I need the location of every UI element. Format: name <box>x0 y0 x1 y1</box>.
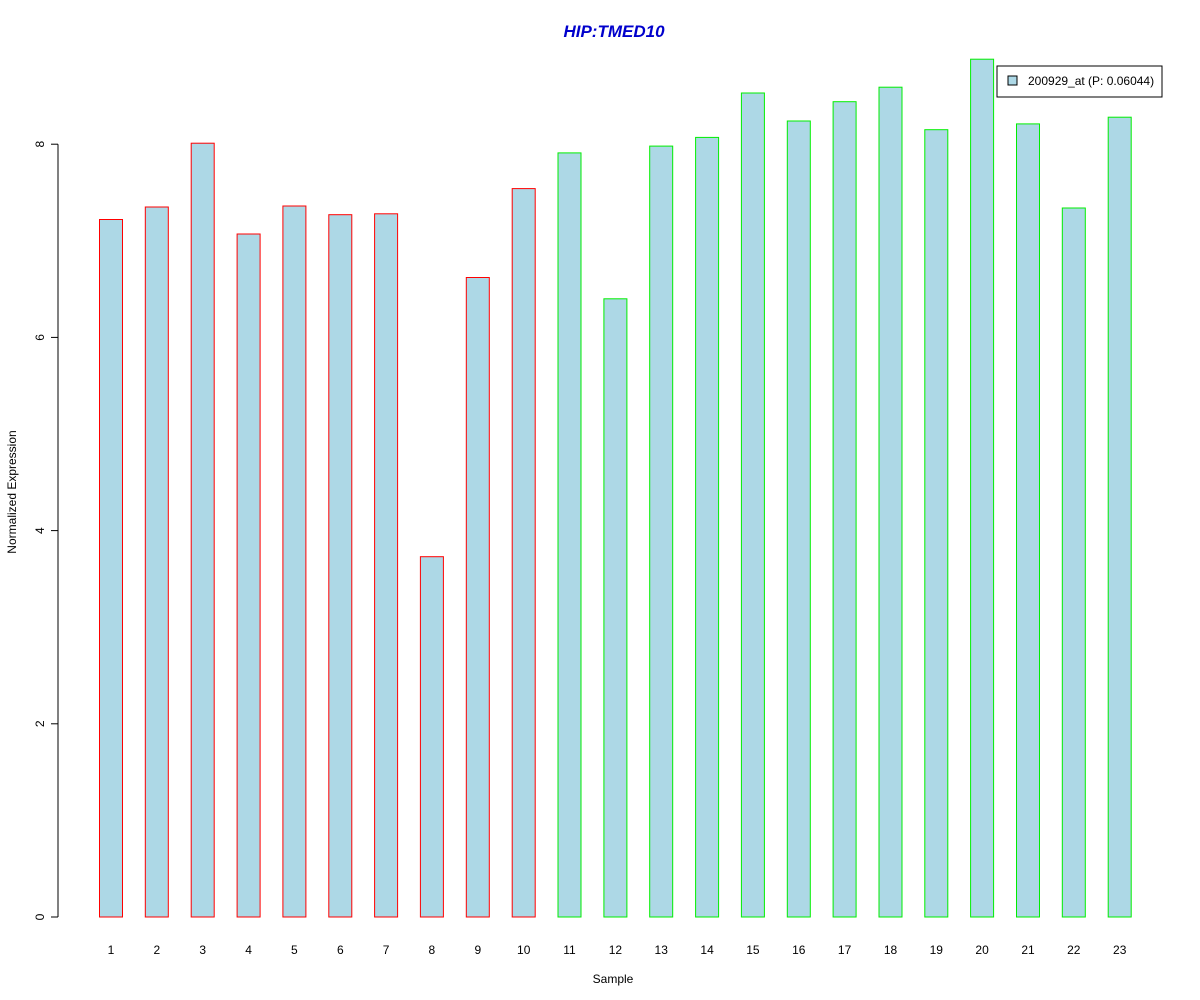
x-tick-label: 22 <box>1067 943 1081 957</box>
bar-sample-19 <box>924 129 949 918</box>
x-tick-label: 20 <box>975 943 989 957</box>
bar-sample-10 <box>511 188 536 918</box>
x-tick-label: 15 <box>746 943 760 957</box>
x-tick-label: 9 <box>474 943 481 957</box>
bar-sample-6 <box>328 214 353 918</box>
x-tick-label: 2 <box>153 943 160 957</box>
bar-sample-18 <box>878 86 903 918</box>
x-tick-label: 4 <box>245 943 252 957</box>
bar-sample-1 <box>99 219 123 918</box>
x-tick-label: 12 <box>609 943 623 957</box>
bar-sample-8 <box>419 556 444 918</box>
x-tick-label: 16 <box>792 943 806 957</box>
legend-swatch <box>1007 75 1018 86</box>
x-tick-label: 10 <box>517 943 531 957</box>
x-tick-label: 3 <box>199 943 206 957</box>
x-tick-label: 7 <box>383 943 390 957</box>
bar-sample-12 <box>603 298 628 918</box>
bar-sample-17 <box>832 101 857 918</box>
x-tick-label: 6 <box>337 943 344 957</box>
legend-label: 200929_at (P: 0.06044) <box>1028 74 1154 88</box>
x-tick-label: 21 <box>1021 943 1035 957</box>
bar-sample-9 <box>465 277 490 918</box>
bar-sample-22 <box>1061 207 1086 918</box>
bar-sample-23 <box>1107 116 1132 918</box>
bar-sample-20 <box>970 58 995 918</box>
x-tick-label: 5 <box>291 943 298 957</box>
y-tick-label: 4 <box>33 527 47 534</box>
bar-sample-3 <box>190 142 215 918</box>
bars-group <box>99 58 1132 918</box>
x-tick-label: 14 <box>700 943 714 957</box>
x-tick-label: 19 <box>930 943 944 957</box>
x-tick-label: 1 <box>108 943 115 957</box>
bar-sample-15 <box>740 92 765 918</box>
bar-sample-14 <box>695 136 720 918</box>
x-axis-label: Sample <box>593 972 634 986</box>
legend-box <box>996 65 1163 98</box>
y-tick-label: 0 <box>33 913 47 920</box>
bar-sample-2 <box>144 206 169 918</box>
bar-sample-16 <box>786 120 811 918</box>
x-tick-label: 11 <box>563 943 576 957</box>
y-tick-label: 6 <box>33 334 47 341</box>
y-tick-label: 2 <box>33 720 47 727</box>
bar-sample-7 <box>374 213 399 918</box>
bar-sample-21 <box>1016 123 1040 918</box>
x-tick-label: 8 <box>429 943 436 957</box>
bar-sample-4 <box>236 233 261 918</box>
y-axis-label: Normalized Expression <box>5 430 19 553</box>
y-tick-label: 8 <box>33 141 47 148</box>
x-tick-label: 23 <box>1113 943 1127 957</box>
x-tick-labels: 1 2 3 4 5 6 7 8 9 10 11 12 13 14 15 16 17 18 19 20 21 22 23 <box>108 943 1127 957</box>
x-tick-label: 18 <box>884 943 898 957</box>
bar-sample-11 <box>557 152 582 918</box>
legend: 200929_at (P: 0.06044) <box>996 65 1163 98</box>
bar-sample-5 <box>282 205 307 918</box>
chart-title: HIP:TMED10 <box>563 22 665 41</box>
x-tick-label: 17 <box>838 943 852 957</box>
bar-sample-13 <box>649 145 674 918</box>
y-axis: 0 2 4 6 8 <box>33 141 59 920</box>
x-tick-label: 13 <box>655 943 669 957</box>
